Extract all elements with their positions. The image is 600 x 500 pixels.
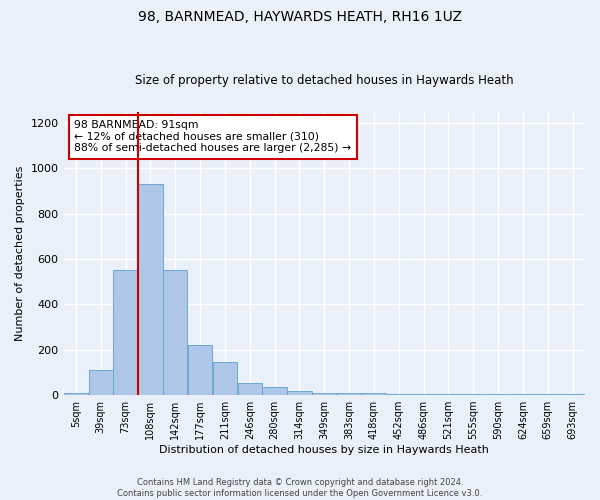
Bar	[188, 345, 212, 395]
Bar	[262, 387, 287, 395]
Bar	[386, 394, 411, 395]
Bar	[312, 393, 337, 395]
Bar	[138, 184, 163, 395]
Bar	[213, 362, 237, 395]
Bar	[560, 394, 585, 395]
Bar	[238, 382, 262, 395]
Bar	[89, 370, 113, 395]
X-axis label: Distribution of detached houses by size in Haywards Heath: Distribution of detached houses by size …	[160, 445, 489, 455]
Bar	[113, 270, 138, 395]
Bar	[64, 393, 88, 395]
Bar	[536, 394, 560, 395]
Bar	[511, 394, 535, 395]
Text: 98 BARNMEAD: 91sqm
← 12% of detached houses are smaller (310)
88% of semi-detach: 98 BARNMEAD: 91sqm ← 12% of detached hou…	[74, 120, 351, 154]
Bar	[412, 394, 436, 395]
Bar	[287, 390, 311, 395]
Bar	[362, 393, 386, 395]
Bar	[461, 394, 485, 395]
Text: 98, BARNMEAD, HAYWARDS HEATH, RH16 1UZ: 98, BARNMEAD, HAYWARDS HEATH, RH16 1UZ	[138, 10, 462, 24]
Bar	[436, 394, 461, 395]
Bar	[486, 394, 510, 395]
Bar	[163, 270, 187, 395]
Text: Contains HM Land Registry data © Crown copyright and database right 2024.
Contai: Contains HM Land Registry data © Crown c…	[118, 478, 482, 498]
Y-axis label: Number of detached properties: Number of detached properties	[15, 166, 25, 341]
Bar	[337, 393, 361, 395]
Title: Size of property relative to detached houses in Haywards Heath: Size of property relative to detached ho…	[135, 74, 514, 87]
